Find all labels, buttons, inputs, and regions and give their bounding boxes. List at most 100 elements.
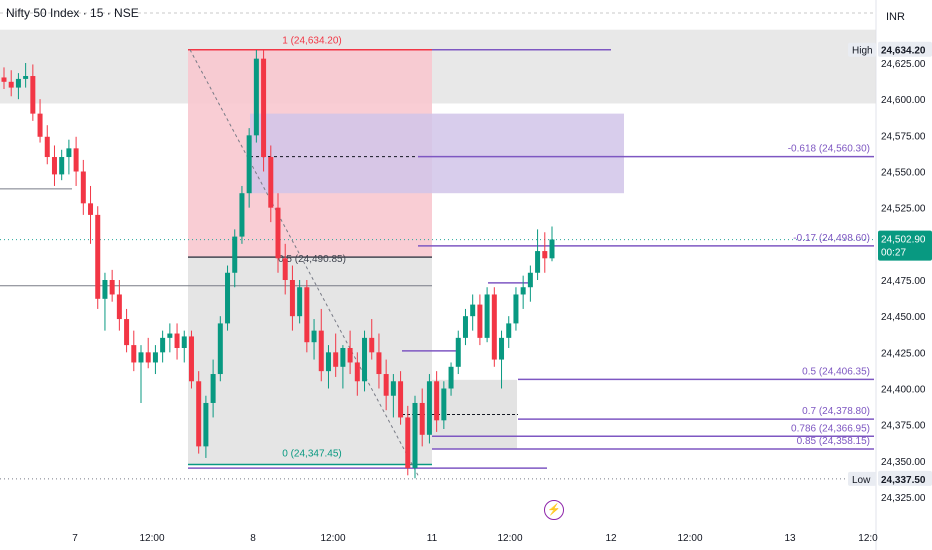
candle-body[interactable] <box>196 381 202 447</box>
candle-body[interactable] <box>542 251 548 259</box>
candle-body[interactable] <box>217 323 223 375</box>
fib-trend-line <box>189 49 419 476</box>
candle-body[interactable] <box>15 78 21 88</box>
candle-body[interactable] <box>181 336 187 348</box>
candle-body[interactable] <box>520 287 526 295</box>
candle-body[interactable] <box>455 337 461 367</box>
candle-body[interactable] <box>304 287 310 343</box>
candle-body[interactable] <box>131 345 137 363</box>
time-tick-label: 12:0 <box>858 533 878 544</box>
candle-body[interactable] <box>390 381 396 396</box>
candle-body[interactable] <box>434 381 440 421</box>
price-tick-label: 24,350.00 <box>881 457 926 468</box>
candle-body[interactable] <box>441 388 447 421</box>
candle-body[interactable] <box>491 294 497 360</box>
candle-body[interactable] <box>124 319 130 346</box>
candle-body[interactable] <box>376 352 382 375</box>
candle-body[interactable] <box>253 58 259 136</box>
candle-body[interactable] <box>73 148 79 172</box>
purple-zone-box <box>250 113 624 194</box>
price-tick-label: 24,475.00 <box>881 276 926 287</box>
candle-body[interactable] <box>8 81 14 88</box>
time-tick-label: 12:00 <box>677 533 702 544</box>
candle-body[interactable] <box>246 135 252 194</box>
candle-body[interactable] <box>30 76 36 114</box>
candle-body[interactable] <box>116 294 122 320</box>
currency-label[interactable]: INR <box>886 11 905 23</box>
candle-body[interactable] <box>347 347 353 363</box>
low-price-tag: 24,337.50 <box>881 475 926 486</box>
price-tick-label: 24,400.00 <box>881 385 926 396</box>
candle-body[interactable] <box>188 336 194 382</box>
candle-body[interactable] <box>268 157 274 208</box>
candle-body[interactable] <box>354 362 360 382</box>
candle-body[interactable] <box>145 352 151 363</box>
candle-body[interactable] <box>340 347 346 367</box>
high-badge-bg <box>848 42 876 57</box>
candle-body[interactable] <box>239 193 245 237</box>
candle-body[interactable] <box>535 251 541 273</box>
candle-body[interactable] <box>477 304 483 338</box>
candle-body[interactable] <box>297 287 303 317</box>
candle-body[interactable] <box>405 417 411 469</box>
candle-body[interactable] <box>398 381 404 418</box>
price-tick-label: 24,450.00 <box>881 312 926 323</box>
candle-body[interactable] <box>44 136 50 158</box>
candle-body[interactable] <box>311 330 317 343</box>
candle-body[interactable] <box>152 352 158 363</box>
candle-body[interactable] <box>549 239 555 259</box>
candle-body[interactable] <box>23 76 29 79</box>
candle-body[interactable] <box>426 381 432 435</box>
candle-body[interactable] <box>37 113 43 137</box>
candle-body[interactable] <box>527 272 533 288</box>
candle-body[interactable] <box>80 171 86 204</box>
candle-body[interactable] <box>1 77 7 82</box>
candle-body[interactable] <box>470 304 476 317</box>
candle-body[interactable] <box>95 214 101 299</box>
candle-body[interactable] <box>419 402 425 435</box>
candle-body[interactable] <box>102 280 108 299</box>
candle-body[interactable] <box>325 352 331 372</box>
candle-body[interactable] <box>51 157 57 175</box>
fib-right-label-2: 0.5 (24,406.35) <box>802 366 870 377</box>
candle-body[interactable] <box>289 280 295 317</box>
candle-body[interactable] <box>484 294 490 338</box>
candle-body[interactable] <box>318 330 324 372</box>
candle-body[interactable] <box>282 258 288 280</box>
candle-body[interactable] <box>174 333 180 348</box>
candle-body[interactable] <box>261 58 267 158</box>
last-price-tag: 24,502.90 <box>881 235 926 246</box>
candle-body[interactable] <box>462 316 468 338</box>
candle-body[interactable] <box>333 352 339 367</box>
fib-label-05: 0.5 (24,490.85) <box>278 254 346 265</box>
flash-icon[interactable]: ⚡ <box>544 500 564 520</box>
candle-body[interactable] <box>138 352 144 363</box>
candle-body[interactable] <box>506 323 512 338</box>
candle-body[interactable] <box>167 333 173 338</box>
fib-right-label-0: -0.618 (24,560.30) <box>788 144 870 155</box>
candle-body[interactable] <box>383 374 389 396</box>
price-tick-label: 24,575.00 <box>881 131 926 142</box>
candle-body[interactable] <box>203 402 209 447</box>
price-tick-label: 24,375.00 <box>881 421 926 432</box>
candle-body[interactable] <box>275 207 281 259</box>
candle-body[interactable] <box>88 203 94 215</box>
candle-body[interactable] <box>232 236 238 273</box>
candle-body[interactable] <box>448 366 454 389</box>
candle-body[interactable] <box>225 272 231 324</box>
candle-body[interactable] <box>66 148 72 158</box>
candle-body[interactable] <box>499 337 505 360</box>
time-tick-label: 12:00 <box>497 533 522 544</box>
candle-body[interactable] <box>210 374 216 403</box>
candle-body[interactable] <box>513 294 519 324</box>
candle-body[interactable] <box>362 337 368 382</box>
bar-countdown: 00:27 <box>881 248 906 259</box>
candle-body[interactable] <box>109 280 115 295</box>
low-badge-bg <box>848 471 876 486</box>
candle-body[interactable] <box>412 402 418 469</box>
time-tick-label: 11 <box>427 533 438 544</box>
candle-body[interactable] <box>369 337 375 353</box>
candle-body[interactable] <box>160 337 166 353</box>
candle-body[interactable] <box>59 157 65 175</box>
